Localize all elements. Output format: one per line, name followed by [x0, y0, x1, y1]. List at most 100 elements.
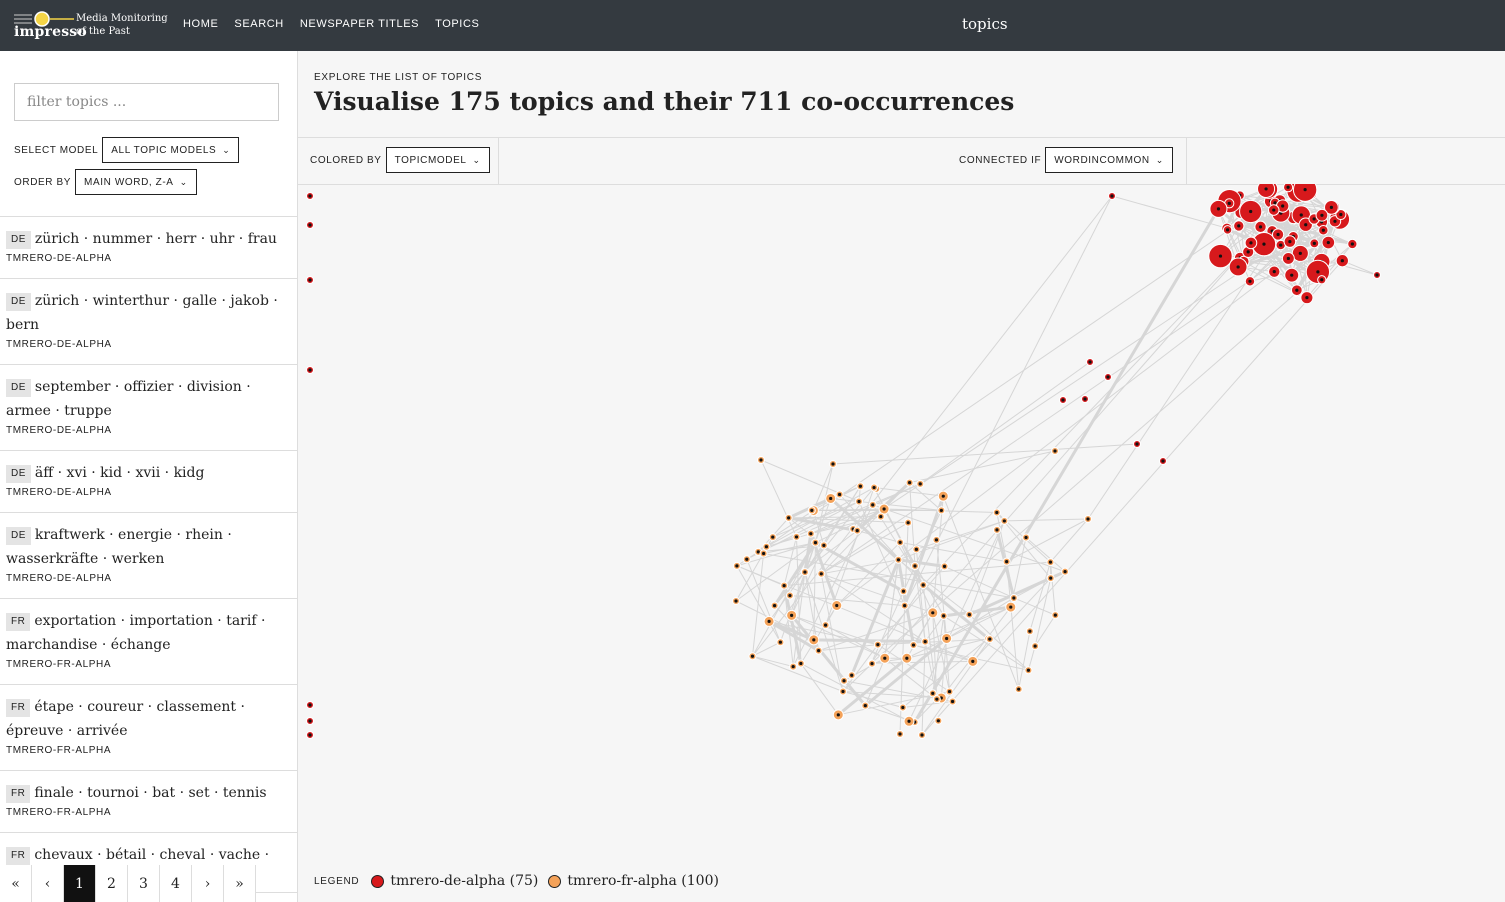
- graph-edge: [946, 597, 1015, 639]
- topic-node-center: [836, 713, 840, 717]
- topic-list-item[interactable]: DE september · offizier · division · arme…: [0, 365, 297, 451]
- topic-list-item[interactable]: DE kraftwerk · energie · rhein · wasserkr…: [0, 513, 297, 599]
- nav-search[interactable]: SEARCH: [234, 18, 284, 30]
- topic-node-center: [850, 673, 854, 677]
- nav-topics[interactable]: TOPICS: [435, 18, 480, 30]
- order-by-dropdown[interactable]: MAIN WORD, Z-A ⌄: [75, 169, 197, 195]
- topic-words-text: kraftwerk · energie · rhein · wasserkräf…: [6, 527, 232, 567]
- graph-edge: [783, 585, 794, 667]
- topic-node-center: [1053, 613, 1057, 617]
- prev-page-button[interactable]: ‹: [32, 865, 64, 902]
- graph-edge: [812, 463, 834, 511]
- topic-node-center: [1264, 187, 1268, 191]
- graph-edge: [1013, 597, 1056, 616]
- topic-list-item[interactable]: DE äff · xvi · kid · xvii · kidg TMRERO-DE…: [0, 451, 297, 513]
- page-2-button[interactable]: 2: [96, 865, 128, 902]
- topic-network-graph[interactable]: [298, 184, 1505, 874]
- topic-node-center: [939, 508, 943, 513]
- topic-list-item[interactable]: FR étape · coureur · classement · épreuve…: [0, 685, 297, 771]
- topic-node-center: [782, 584, 786, 588]
- topic-node-center: [931, 691, 935, 695]
- topic-list-item[interactable]: DE zürich · nummer · herr · uhr · frau TMR…: [0, 217, 297, 279]
- topic-list-item[interactable]: FR finale · tournoi · bat · set · tennis T…: [0, 771, 297, 833]
- language-badge: FR: [6, 613, 31, 631]
- select-model-value: ALL TOPIC MODELS: [111, 144, 217, 156]
- impresso-logo[interactable]: impresso Media Monitoring of the Past: [14, 10, 168, 44]
- graph-edge: [796, 536, 802, 664]
- filter-topics-input[interactable]: [14, 83, 279, 121]
- topic-node-center: [911, 643, 916, 647]
- topic-words: FR finale · tournoi · bat · set · tennis: [6, 781, 291, 805]
- graph-edge: [1029, 561, 1051, 632]
- topic-node-center: [823, 623, 828, 627]
- first-page-button[interactable]: «: [0, 865, 32, 902]
- topic-node-center: [835, 603, 839, 608]
- graph-edge: [913, 644, 973, 662]
- topic-words-text: zürich · nummer · herr · uhr · frau: [34, 231, 277, 247]
- page-1-button[interactable]: 1: [64, 865, 96, 902]
- topic-list-item[interactable]: DE zürich · winterthur · galle · jakob · …: [0, 279, 297, 365]
- topic-node-center: [809, 532, 813, 536]
- graph-edge: [774, 542, 816, 606]
- graph-edge: [768, 620, 820, 652]
- graph-edge: [944, 565, 1015, 599]
- topic-node-center: [1236, 265, 1240, 269]
- graph-edge: [768, 545, 825, 622]
- graph-edge: [969, 614, 1029, 671]
- graph-legend: LEGEND tmrero-de-alpha (75) tmrero-fr-al…: [314, 873, 723, 889]
- next-page-button[interactable]: ›: [192, 865, 224, 902]
- nav-newspaper-titles[interactable]: NEWSPAPER TITLES: [299, 18, 420, 30]
- topic-node-center: [842, 679, 846, 683]
- topic-node-center: [942, 564, 947, 568]
- topic-node[interactable]: [1257, 184, 1276, 198]
- colored-by-dropdown[interactable]: TOPICMODEL ⌄: [385, 147, 490, 173]
- graph-edge: [1027, 645, 1036, 671]
- topic-node-center: [920, 733, 924, 737]
- topic-words: FR exportation · importation · tarif · ma…: [6, 609, 291, 657]
- topic-node-center: [1009, 605, 1013, 609]
- nav-home[interactable]: HOME: [183, 18, 219, 30]
- topic-node-center: [308, 719, 312, 723]
- topic-node-center: [750, 654, 755, 658]
- topic-node-center: [896, 558, 901, 562]
- topic-node-center: [813, 541, 818, 545]
- title-text-3: co-occurrences: [792, 87, 1015, 116]
- topic-node-center: [1086, 517, 1090, 521]
- topic-node-center: [950, 699, 955, 704]
- topic-node-center: [1276, 232, 1280, 237]
- graph-edge: [813, 508, 885, 512]
- topic-node-center: [810, 508, 814, 512]
- page-4-button[interactable]: 4: [160, 865, 192, 902]
- graph-edge: [972, 577, 1052, 662]
- topic-node-center: [1110, 194, 1114, 198]
- graph-edge: [932, 612, 951, 692]
- topic-node-center: [1024, 535, 1028, 540]
- topic-node-center: [1225, 228, 1230, 232]
- topic-node-center: [1320, 278, 1324, 282]
- topic-node-center: [756, 550, 760, 554]
- topic-node-center: [1288, 240, 1292, 244]
- graph-edge: [760, 459, 860, 502]
- graph-edge: [818, 612, 933, 652]
- language-badge: FR: [6, 785, 31, 803]
- graph-edge: [788, 516, 858, 533]
- topics-sidebar: SELECT MODEL ALL TOPIC MODELS ⌄ ORDER BY…: [0, 51, 298, 902]
- last-page-button[interactable]: »: [224, 865, 256, 902]
- topic-model-label: TMRERO-DE-ALPHA: [6, 339, 112, 350]
- topic-node[interactable]: [1292, 184, 1318, 202]
- graph-edge: [800, 663, 839, 716]
- graph-edge: [813, 638, 926, 644]
- topic-node-center: [803, 570, 807, 574]
- topic-node-center: [906, 521, 910, 525]
- page-3-button[interactable]: 3: [128, 865, 160, 902]
- graph-edge: [921, 260, 1343, 736]
- select-model-dropdown[interactable]: ALL TOPIC MODELS ⌄: [102, 137, 240, 163]
- graph-edge: [760, 459, 797, 538]
- topic-node-center: [1012, 596, 1016, 600]
- graph-edge: [1004, 518, 1089, 522]
- connected-if-dropdown[interactable]: WORDINCOMMON ⌄: [1045, 147, 1173, 173]
- topic-list-item[interactable]: FR exportation · importation · tarif · ma…: [0, 599, 297, 685]
- graph-edge: [870, 243, 1353, 664]
- pagination: «‹ 1 2 3 4 ›»: [0, 865, 256, 902]
- topic-node-center: [788, 593, 792, 598]
